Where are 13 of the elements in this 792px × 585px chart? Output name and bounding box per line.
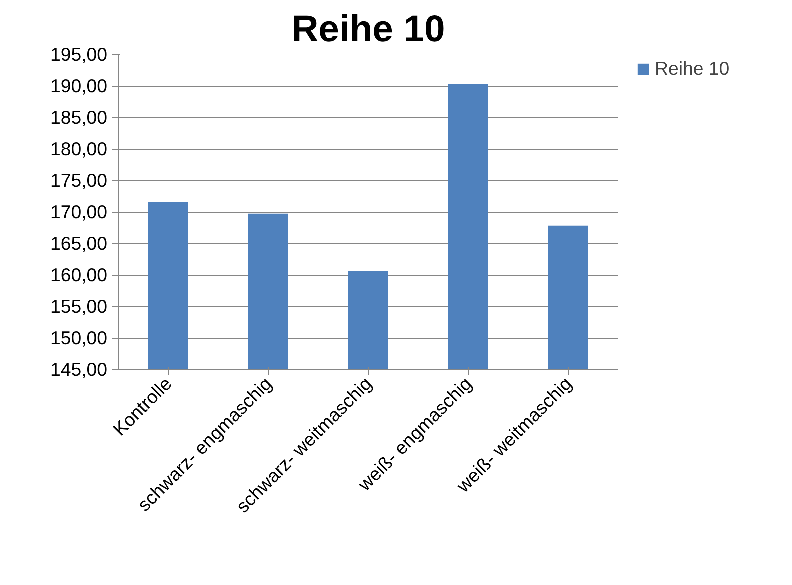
y-tick-label: 165,00 xyxy=(50,233,108,254)
y-tick-label: 150,00 xyxy=(50,328,108,348)
y-tick-label: 180,00 xyxy=(50,138,108,160)
y-tick-label: 175,00 xyxy=(50,170,108,191)
y-tick-label: 160,00 xyxy=(50,264,108,286)
chart-title: Reihe 10 xyxy=(292,8,446,50)
y-tick-label: 145,00 xyxy=(50,359,108,380)
y-tick-label: 185,00 xyxy=(50,107,108,128)
y-tick-label: 195,00 xyxy=(50,44,108,65)
y-tick-label: 170,00 xyxy=(50,202,108,222)
legend-label: Reihe 10 xyxy=(655,58,730,80)
y-tick-label: 190,00 xyxy=(50,76,108,96)
y-tick-label: 155,00 xyxy=(50,296,108,317)
